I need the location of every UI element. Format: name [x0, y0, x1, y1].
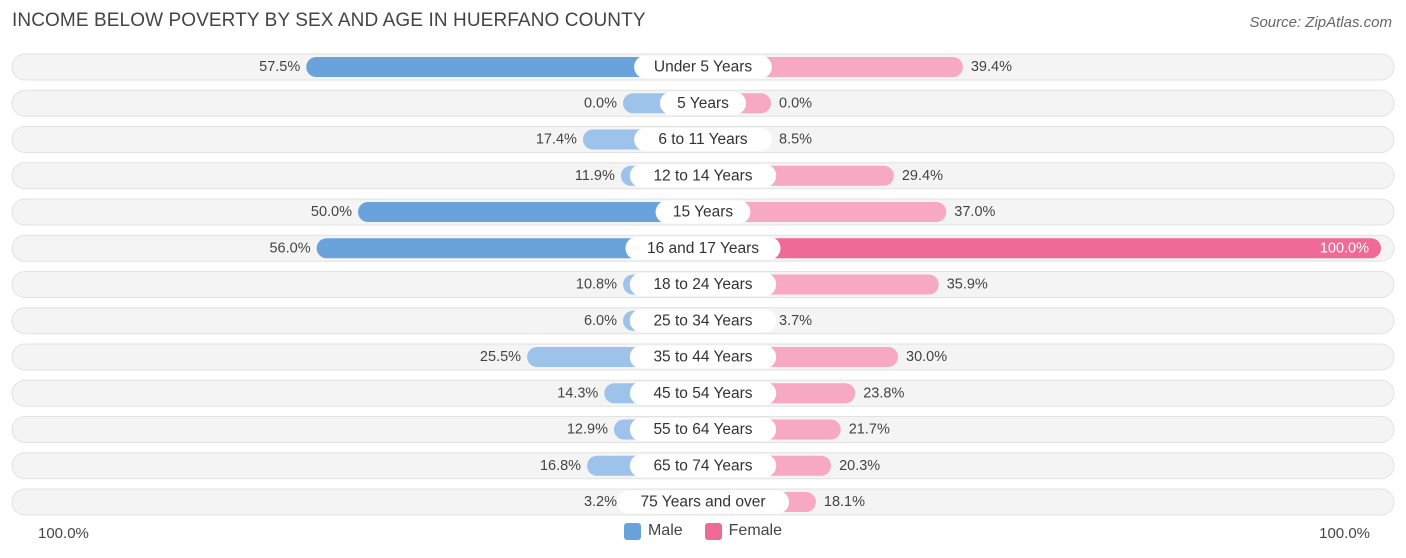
male-value-label: 14.3% — [557, 385, 598, 401]
category-label: Under 5 Years — [654, 59, 752, 76]
female-value-label: 18.1% — [824, 494, 865, 510]
bar-chart: 57.5% 39.4% Under 5 Years 0.0% 0.0% 5 Years 17… — [11, 53, 1395, 516]
category-label: 15 Years — [673, 204, 734, 221]
female-value-label: 39.4% — [971, 59, 1012, 75]
category-pill — [655, 200, 751, 224]
axis-left-label: 100.0% — [38, 525, 89, 542]
chart-title: INCOME BELOW POVERTY BY SEX AND AGE IN H… — [12, 10, 646, 31]
female-bar — [703, 238, 1381, 259]
axis-right-label: 100.0% — [1319, 525, 1370, 542]
category-label: 65 to 74 Years — [653, 457, 752, 474]
female-value-label: 8.5% — [779, 132, 812, 148]
category-pill — [634, 55, 772, 79]
category-label: 16 and 17 Years — [647, 240, 759, 257]
category-label: 12 to 14 Years — [653, 167, 752, 184]
male-bar — [358, 202, 703, 222]
category-pill — [629, 273, 777, 296]
male-value-label: 12.9% — [567, 422, 608, 438]
female-value-label: 30.0% — [906, 349, 947, 365]
female-value-label: 21.7% — [849, 422, 890, 438]
category-pill — [629, 345, 777, 369]
category-pill — [629, 309, 777, 333]
male-bar — [316, 238, 703, 259]
category-pill — [616, 490, 790, 514]
category-label: 55 to 64 Years — [653, 421, 752, 438]
female-value-label: 3.7% — [779, 313, 812, 329]
female-value-label: 23.8% — [863, 385, 904, 401]
category-label: 18 to 24 Years — [653, 276, 752, 293]
category-label: 75 Years and over — [641, 494, 766, 511]
category-pill — [629, 381, 777, 405]
category-label: 6 to 11 Years — [658, 131, 748, 148]
male-value-label: 50.0% — [311, 204, 352, 220]
male-value-label: 57.5% — [259, 59, 300, 75]
male-value-label: 0.0% — [584, 95, 617, 111]
female-value-label: 0.0% — [779, 95, 812, 111]
category-pill — [629, 418, 777, 441]
legend: Male Female — [0, 522, 1406, 540]
male-value-label: 10.8% — [576, 277, 617, 293]
source-note: Source: ZipAtlas.com — [1249, 14, 1392, 31]
male-value-label: 17.4% — [536, 132, 577, 148]
category-pill — [629, 164, 777, 188]
male-value-label: 3.2% — [584, 494, 617, 510]
category-pill — [625, 236, 781, 260]
legend-item-male: Male — [623, 522, 683, 540]
category-label: 45 to 54 Years — [653, 385, 752, 402]
category-pill — [629, 454, 777, 478]
male-value-label: 56.0% — [269, 240, 310, 256]
male-bar — [306, 57, 703, 77]
legend-swatch-female — [704, 522, 722, 540]
category-label: 5 Years — [677, 95, 729, 112]
legend-item-female: Female — [704, 522, 783, 540]
female-value-label: 29.4% — [902, 168, 943, 184]
category-label: 35 to 44 Years — [653, 349, 752, 366]
female-value-label: 20.3% — [839, 458, 880, 474]
legend-label-male: Male — [647, 522, 683, 539]
legend-swatch-male — [623, 522, 641, 540]
male-value-label: 11.9% — [575, 168, 615, 184]
male-value-label: 25.5% — [480, 349, 521, 365]
female-value-label: 37.0% — [954, 204, 995, 220]
category-label: 25 to 34 Years — [653, 312, 752, 329]
legend-label-female: Female — [728, 522, 783, 539]
female-value-label: 100.0% — [1320, 240, 1369, 256]
category-pill — [634, 128, 772, 151]
male-value-label: 16.8% — [540, 458, 581, 474]
male-value-label: 6.0% — [584, 313, 617, 329]
female-value-label: 35.9% — [947, 277, 988, 293]
category-pill — [659, 91, 747, 115]
female-bar — [703, 202, 947, 222]
